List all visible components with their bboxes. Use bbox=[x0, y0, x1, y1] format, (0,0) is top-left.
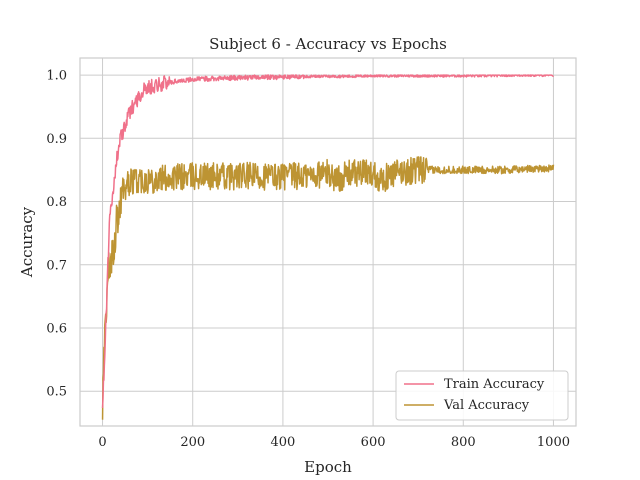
x-tick-label: 800 bbox=[451, 435, 476, 450]
y-tick-label: 0.6 bbox=[46, 321, 67, 336]
x-tick-label: 600 bbox=[361, 435, 386, 450]
grid bbox=[80, 58, 576, 426]
series-line-train bbox=[101, 74, 555, 409]
plot-background bbox=[80, 58, 576, 426]
x-tick-label: 0 bbox=[98, 435, 106, 450]
y-tick-label: 0.7 bbox=[46, 258, 67, 273]
legend-label-train: Train Accuracy bbox=[444, 377, 545, 392]
y-tick-label: 0.9 bbox=[46, 132, 67, 147]
x-axis-label: Epoch bbox=[304, 458, 352, 476]
legend-label-val: Val Accuracy bbox=[443, 398, 530, 413]
x-tick-label: 200 bbox=[180, 435, 205, 450]
ticks: 0 200 400 600 800 1000 0.5 0.6 0.7 0.8 0.9 1.0 bbox=[46, 69, 570, 450]
x-tick-label: 1000 bbox=[537, 435, 570, 450]
y-tick-label: 0.5 bbox=[46, 385, 67, 400]
y-tick-label: 1.0 bbox=[46, 69, 67, 84]
series-layer bbox=[101, 74, 555, 420]
legend: Train Accuracy Val Accuracy bbox=[395, 370, 569, 421]
series-line-val bbox=[101, 156, 555, 420]
x-tick-label: 400 bbox=[270, 435, 295, 450]
y-tick-label: 0.8 bbox=[46, 195, 67, 210]
plot-frame bbox=[79, 57, 577, 427]
y-axis-label: Accuracy bbox=[18, 206, 36, 278]
chart-title: Subject 6 - Accuracy vs Epochs bbox=[209, 35, 447, 53]
legend-box bbox=[395, 370, 569, 421]
